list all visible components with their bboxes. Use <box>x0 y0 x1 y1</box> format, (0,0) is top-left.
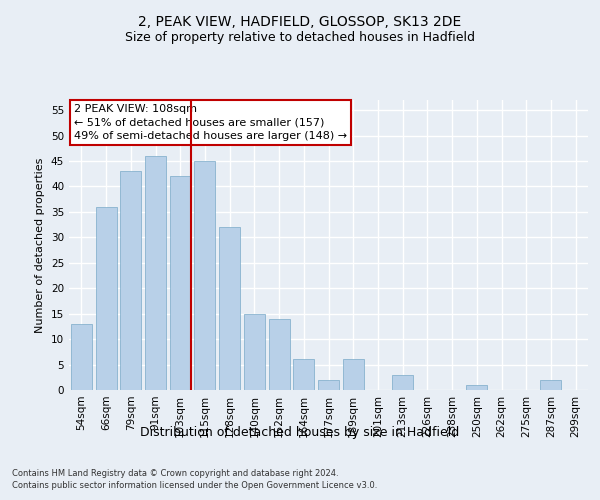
Text: 2, PEAK VIEW, HADFIELD, GLOSSOP, SK13 2DE: 2, PEAK VIEW, HADFIELD, GLOSSOP, SK13 2D… <box>139 16 461 30</box>
Text: Contains HM Land Registry data © Crown copyright and database right 2024.: Contains HM Land Registry data © Crown c… <box>12 470 338 478</box>
Text: Size of property relative to detached houses in Hadfield: Size of property relative to detached ho… <box>125 31 475 44</box>
Bar <box>120 171 141 390</box>
Text: 2 PEAK VIEW: 108sqm
← 51% of detached houses are smaller (157)
49% of semi-detac: 2 PEAK VIEW: 108sqm ← 51% of detached ho… <box>74 104 347 141</box>
Bar <box>244 314 265 390</box>
Bar <box>541 380 562 390</box>
Text: Distribution of detached houses by size in Hadfield: Distribution of detached houses by size … <box>140 426 460 439</box>
Bar <box>170 176 191 390</box>
Bar <box>71 324 92 390</box>
Bar <box>318 380 339 390</box>
Y-axis label: Number of detached properties: Number of detached properties <box>35 158 46 332</box>
Text: Contains public sector information licensed under the Open Government Licence v3: Contains public sector information licen… <box>12 482 377 490</box>
Bar <box>343 360 364 390</box>
Bar <box>466 385 487 390</box>
Bar <box>145 156 166 390</box>
Bar <box>219 227 240 390</box>
Bar <box>95 207 116 390</box>
Bar <box>392 374 413 390</box>
Bar <box>194 161 215 390</box>
Bar <box>269 319 290 390</box>
Bar <box>293 360 314 390</box>
